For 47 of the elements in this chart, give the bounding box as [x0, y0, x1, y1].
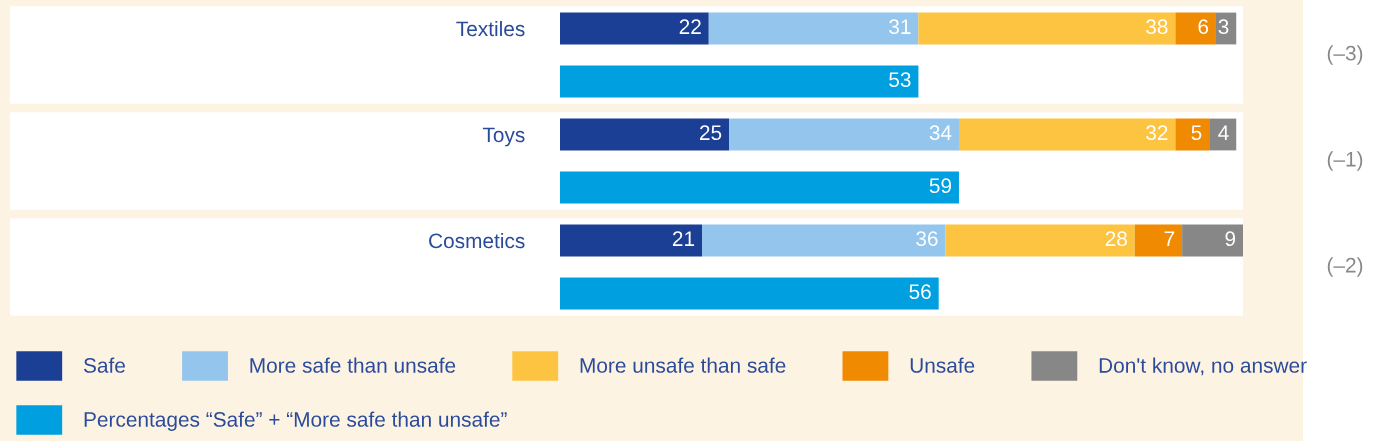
data-label: 5	[1191, 125, 1202, 141]
data-label: 34	[929, 125, 952, 141]
bar	[560, 65, 919, 98]
bar	[1175, 12, 1216, 45]
y-tick-label: Textiles	[456, 20, 525, 37]
bar	[560, 118, 730, 151]
bar	[560, 171, 959, 204]
data-label: 7	[1164, 231, 1175, 246]
text: (–3)	[1327, 45, 1363, 65]
legend-label: Don't know, no answer	[1099, 357, 1307, 376]
bar	[958, 118, 1176, 151]
data-label: 53	[889, 72, 911, 88]
text: (–2)	[1327, 257, 1363, 277]
bar	[1134, 224, 1183, 257]
data-label: 32	[1146, 125, 1168, 141]
data-label: 28	[1105, 231, 1127, 247]
bar	[945, 224, 1135, 257]
data-label: 4	[1218, 125, 1229, 140]
y-tick-label: Toys	[482, 127, 525, 147]
bar	[702, 224, 946, 257]
legend-label: Percentages “Safe” + “More safe than unsafe”	[84, 411, 507, 431]
legend-label: Safe	[83, 357, 125, 373]
data-label: 59	[929, 178, 952, 194]
data-label: 36	[916, 231, 938, 247]
data-label: 25	[699, 125, 722, 141]
bar	[560, 224, 703, 257]
data-label: 38	[1146, 19, 1168, 35]
y-tick-label: Cosmetics	[429, 232, 525, 249]
bar	[560, 12, 709, 45]
bar	[1182, 224, 1243, 257]
bar	[708, 12, 919, 45]
data-label: 31	[889, 19, 911, 35]
data-label: 22	[679, 19, 701, 34]
text: (–1)	[1327, 151, 1363, 171]
bar	[1175, 118, 1210, 151]
bar	[560, 277, 939, 310]
data-label: 9	[1225, 231, 1236, 247]
legend-label: More unsafe than safe	[580, 357, 786, 373]
bar	[1209, 118, 1237, 151]
data-label: 56	[909, 284, 931, 300]
data-label: 3	[1218, 19, 1229, 35]
bar	[918, 12, 1176, 45]
legend-label: Unsafe	[910, 357, 975, 373]
data-label: 6	[1198, 19, 1209, 35]
data-label: 21	[672, 231, 695, 246]
bar	[729, 118, 959, 151]
legend-label: More safe than unsafe	[250, 357, 456, 373]
